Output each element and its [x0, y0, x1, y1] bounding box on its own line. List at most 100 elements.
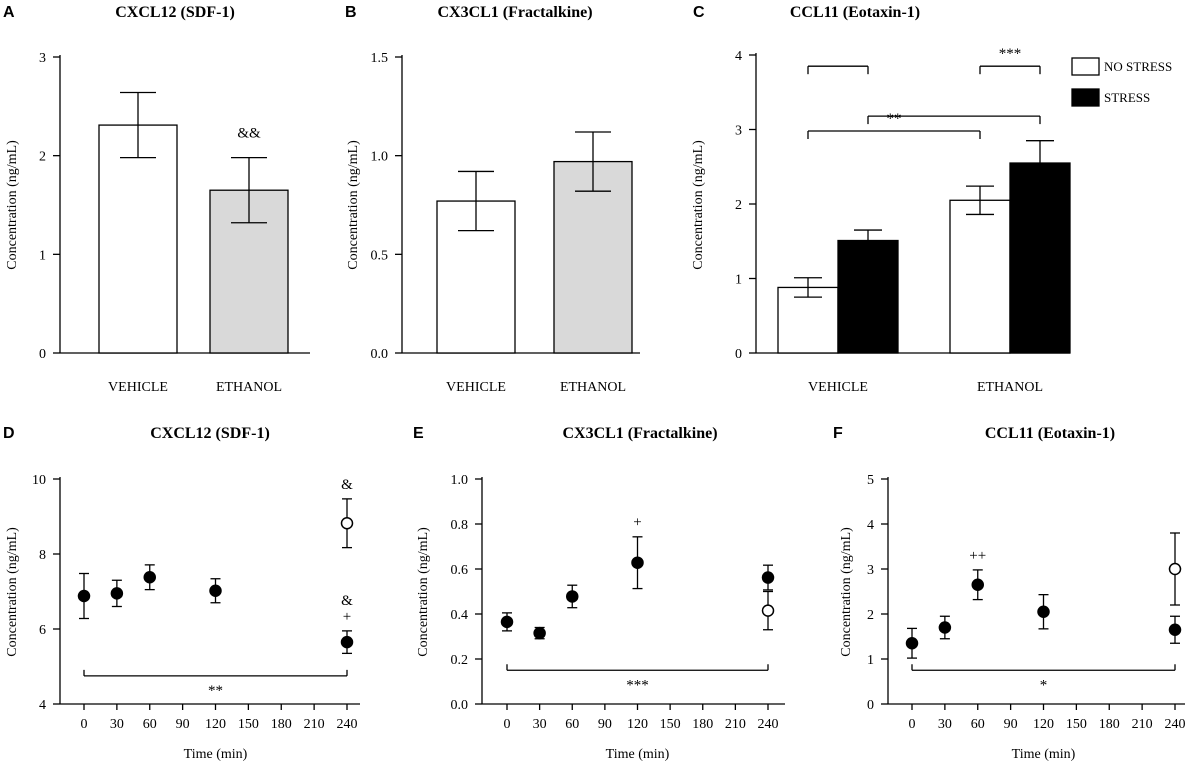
x-tick-label: 150: [660, 717, 681, 732]
legend-label: STRESS: [1104, 90, 1150, 105]
y-axis-label: Concentration (ng/mL): [839, 527, 854, 657]
panel-f: F CCL11 (Eotaxin-1) Concentration (ng/mL) 0…: [833, 425, 1186, 762]
legend-swatch: [1071, 88, 1100, 107]
data-point-filled: [143, 564, 156, 591]
x-axis-label: Time (min): [606, 747, 670, 762]
x-category-label: ETHANOL: [216, 380, 282, 395]
chart-title: CCL11 (Eotaxin-1): [985, 425, 1115, 442]
error-bar: [794, 277, 822, 298]
bar: [98, 124, 178, 354]
x-tick-label: 180: [1099, 717, 1120, 732]
significance-label: +: [633, 514, 641, 530]
x-tick-label: 120: [205, 717, 226, 732]
data-point-filled: [1037, 594, 1050, 630]
bar-stress: [1009, 162, 1071, 354]
y-tick-label: 10: [32, 473, 46, 488]
chart-title: CX3CL1 (Fractalkine): [437, 4, 592, 21]
legend-label: NO STRESS: [1104, 59, 1172, 74]
panel-b: B CX3CL1 (Fractalkine) Concentration (ng/m…: [345, 4, 640, 395]
y-tick-label: 1.5: [371, 51, 389, 66]
significance-label: &&: [237, 126, 261, 142]
marker: [566, 590, 579, 603]
marker: [209, 584, 222, 597]
x-tick-label: 240: [1165, 717, 1186, 732]
marker: [143, 571, 156, 584]
y-tick-label: 0.4: [451, 608, 469, 623]
marker: [1037, 605, 1050, 618]
y-tick-label: 0: [39, 347, 46, 362]
y-tick-label: 8: [39, 548, 46, 563]
x-category-label: ETHANOL: [560, 380, 626, 395]
x-tick-label: 210: [1132, 717, 1153, 732]
error-bar: [575, 131, 611, 192]
significance-bracket: [807, 65, 869, 75]
y-axis-label: Concentration (ng/mL): [346, 140, 361, 270]
significance-label: +: [343, 609, 351, 625]
error-bar: [231, 156, 267, 224]
panel-letter: E: [413, 425, 424, 442]
x-tick-label: 60: [143, 717, 157, 732]
bar-stress: [837, 239, 899, 354]
panel-c: C CCL11 (Eotaxin-1) Concentration (ng/mL) 0…: [691, 4, 1172, 395]
significance-bracket: [867, 115, 1041, 125]
marker: [110, 587, 124, 600]
marker: [77, 589, 91, 603]
significance-label: ++: [969, 548, 986, 564]
x-tick-label: 180: [692, 717, 713, 732]
significance-bracket: **: [807, 111, 981, 139]
significance-label: &: [341, 593, 353, 609]
marker: [500, 615, 514, 629]
x-tick-label: 150: [238, 717, 259, 732]
y-tick-label: 1: [867, 653, 874, 668]
x-category-label: VEHICLE: [108, 380, 168, 395]
marker: [905, 637, 919, 650]
significance-bracket: **: [83, 669, 348, 699]
chart-title: CX3CL1 (Fractalkine): [562, 425, 717, 442]
panel-letter: F: [833, 425, 843, 442]
x-tick-label: 210: [725, 717, 746, 732]
data-point-filled: [566, 584, 579, 609]
x-tick-label: 90: [176, 717, 190, 732]
y-tick-label: 1.0: [451, 473, 469, 488]
chart-title: CXCL12 (SDF-1): [115, 4, 235, 21]
x-tick-label: 90: [598, 717, 612, 732]
x-tick-label: 0: [81, 717, 88, 732]
x-tick-label: 60: [971, 717, 985, 732]
y-tick-label: 2: [735, 198, 742, 213]
panel-letter: B: [345, 4, 357, 21]
bar-no-stress: [949, 199, 1011, 354]
significance-label: **: [887, 111, 902, 127]
x-category-label: VEHICLE: [808, 380, 868, 395]
error-bar: [120, 91, 156, 159]
significance-label: &: [341, 477, 353, 493]
y-tick-label: 5: [867, 473, 874, 488]
error-bar: [1026, 140, 1054, 187]
x-tick-label: 30: [110, 717, 124, 732]
marker: [761, 571, 775, 584]
error-bar: [458, 170, 494, 232]
error-bar: [854, 229, 882, 252]
y-axis-label: Concentration (ng/mL): [5, 140, 20, 270]
marker: [1168, 623, 1182, 636]
marker: [533, 626, 546, 640]
data-point-filled: [938, 615, 952, 640]
y-tick-label: 3: [39, 51, 46, 66]
data-point-filled: [110, 579, 124, 608]
y-tick-label: 3: [867, 563, 874, 578]
data-point-open: [340, 498, 354, 549]
significance-bracket: ***: [506, 664, 769, 693]
data-point-filled: [533, 626, 546, 640]
data-point-filled: [1168, 615, 1182, 644]
data-point-filled: [209, 578, 222, 604]
y-tick-label: 2: [867, 608, 874, 623]
significance-bracket: *: [911, 664, 1176, 693]
x-axis-label: Time (min): [184, 747, 248, 762]
legend-swatch: [1071, 57, 1100, 76]
x-tick-label: 60: [565, 717, 579, 732]
y-tick-label: 0: [735, 347, 742, 362]
data-point-open: [1168, 532, 1182, 606]
y-tick-label: 0: [867, 698, 874, 713]
legend: NO STRESS STRESS: [1071, 57, 1172, 107]
marker: [938, 621, 952, 634]
